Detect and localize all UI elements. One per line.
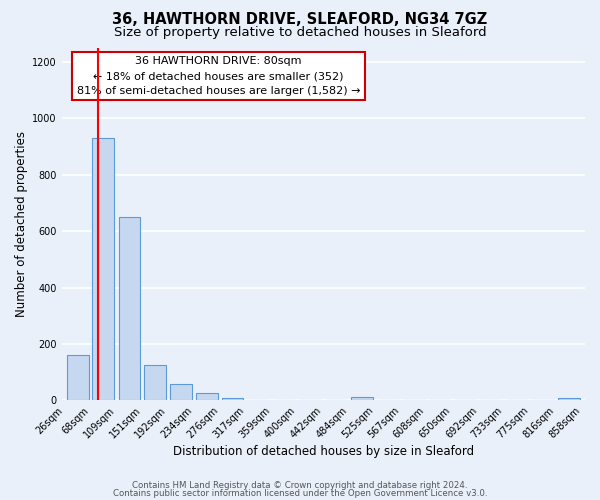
Bar xyxy=(144,365,166,400)
Bar xyxy=(92,138,114,400)
X-axis label: Distribution of detached houses by size in Sleaford: Distribution of detached houses by size … xyxy=(173,444,474,458)
Text: Size of property relative to detached houses in Sleaford: Size of property relative to detached ho… xyxy=(113,26,487,39)
Bar xyxy=(351,397,373,400)
Text: Contains public sector information licensed under the Open Government Licence v3: Contains public sector information licen… xyxy=(113,489,487,498)
Bar xyxy=(170,384,192,400)
Y-axis label: Number of detached properties: Number of detached properties xyxy=(15,131,28,317)
Bar xyxy=(222,398,244,400)
Bar xyxy=(67,356,89,401)
Text: Contains HM Land Registry data © Crown copyright and database right 2024.: Contains HM Land Registry data © Crown c… xyxy=(132,481,468,490)
Text: 36 HAWTHORN DRIVE: 80sqm
← 18% of detached houses are smaller (352)
81% of semi-: 36 HAWTHORN DRIVE: 80sqm ← 18% of detach… xyxy=(77,56,361,96)
Bar xyxy=(119,217,140,400)
Bar xyxy=(196,392,218,400)
Text: 36, HAWTHORN DRIVE, SLEAFORD, NG34 7GZ: 36, HAWTHORN DRIVE, SLEAFORD, NG34 7GZ xyxy=(112,12,488,28)
Bar xyxy=(558,398,580,400)
